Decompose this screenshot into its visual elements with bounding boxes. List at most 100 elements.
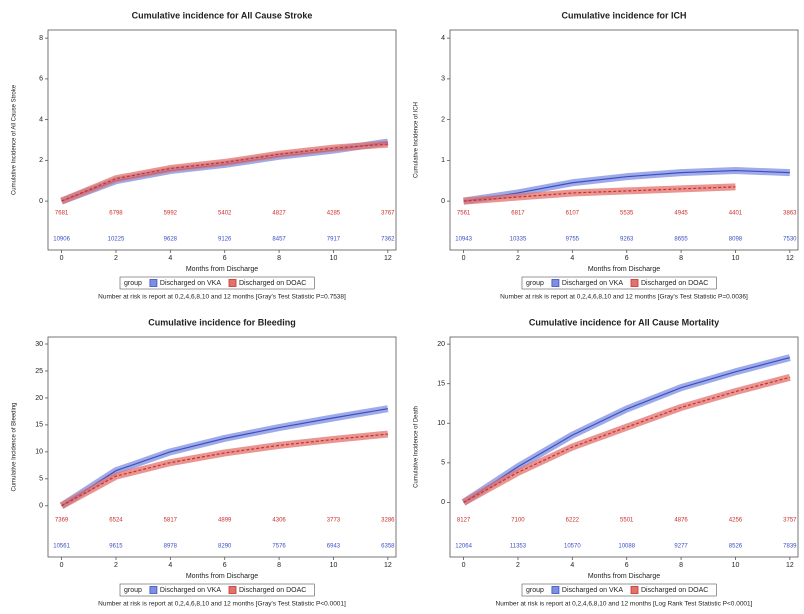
footnote: Number at risk is report at 0,2,4,6,8,10… [98, 601, 346, 608]
y-tick-label: 0 [441, 499, 445, 506]
x-tick-label: 6 [625, 255, 629, 262]
at-risk-count: 9263 [620, 237, 634, 243]
at-risk-count: 6107 [566, 211, 580, 217]
x-tick-label: 4 [570, 255, 574, 262]
at-risk-count: 7369 [55, 518, 69, 524]
legend-swatch [552, 587, 559, 594]
at-risk-count: 4899 [218, 518, 232, 524]
x-tick-label: 0 [462, 255, 466, 262]
at-risk-count: 7576 [272, 544, 286, 550]
x-tick-label: 2 [114, 562, 118, 569]
y-tick-label: 15 [35, 422, 43, 429]
legend-label: Discharged on VKA [562, 280, 623, 287]
x-tick-label: 2 [516, 255, 520, 262]
at-risk-count: 7362 [381, 237, 395, 243]
y-tick-label: 1 [441, 157, 445, 164]
at-risk-count: 10943 [455, 237, 472, 243]
y-tick-label: 2 [441, 116, 445, 123]
x-tick-label: 10 [732, 562, 740, 569]
y-axis-label: Cumulative Incidence of Bleeding [12, 402, 18, 491]
at-risk-count: 7561 [457, 211, 471, 217]
y-tick-label: 15 [437, 381, 445, 388]
y-tick-label: 10 [437, 420, 445, 427]
legend-swatch [150, 280, 157, 287]
at-risk-count: 3767 [381, 211, 395, 217]
x-tick-label: 12 [384, 562, 392, 569]
at-risk-count: 7100 [511, 518, 525, 524]
at-risk-count: 3286 [381, 518, 395, 524]
at-risk-count: 9277 [674, 544, 688, 550]
at-risk-count: 8655 [674, 237, 688, 243]
y-tick-label: 0 [441, 198, 445, 205]
footnote: Number at risk is report at 0,2,4,6,8,10… [98, 294, 346, 301]
at-risk-count: 3863 [783, 211, 797, 217]
at-risk-count: 9755 [566, 237, 580, 243]
legend-label: Discharged on DOAC [641, 280, 708, 287]
legend-label: Discharged on DOAC [239, 280, 306, 287]
legend-title: group [526, 280, 544, 287]
at-risk-count: 5992 [164, 211, 178, 217]
legend-label: Discharged on DOAC [641, 587, 708, 594]
at-risk-count: 5402 [218, 211, 232, 217]
y-tick-label: 8 [39, 35, 43, 42]
y-tick-label: 5 [441, 460, 445, 467]
x-tick-label: 12 [384, 255, 392, 262]
legend-title: group [124, 280, 142, 287]
at-risk-count: 6524 [109, 518, 123, 524]
x-tick-label: 10 [732, 255, 740, 262]
at-risk-count: 4306 [272, 518, 286, 524]
y-tick-label: 25 [35, 368, 43, 375]
at-risk-count: 3773 [327, 518, 341, 524]
at-risk-count: 3757 [783, 518, 797, 524]
at-risk-count: 4401 [729, 211, 743, 217]
at-risk-count: 10570 [564, 544, 581, 550]
at-risk-count: 6222 [566, 518, 580, 524]
at-risk-count: 4827 [272, 211, 286, 217]
x-tick-label: 2 [516, 562, 520, 569]
at-risk-count: 6943 [327, 544, 341, 550]
legend-swatch [150, 587, 157, 594]
at-risk-count: 7917 [327, 237, 341, 243]
at-risk-count: 8290 [218, 544, 232, 550]
x-tick-label: 0 [60, 562, 64, 569]
x-tick-label: 8 [277, 255, 281, 262]
at-risk-count: 6798 [109, 211, 123, 217]
y-tick-label: 10 [35, 449, 43, 456]
at-risk-count: 5501 [620, 518, 634, 524]
y-axis-label: Cumulative Incidence of Death [414, 406, 420, 488]
y-tick-label: 4 [39, 116, 43, 123]
x-tick-label: 0 [462, 562, 466, 569]
y-axis-label: Cumulative Incidence of All Cause Stroke [12, 84, 18, 195]
chart-title: Cumulative incidence for ICH [561, 10, 686, 20]
legend-label: Discharged on VKA [562, 587, 623, 594]
x-axis-label: Months from Discharge [588, 266, 660, 273]
at-risk-count: 5535 [620, 211, 634, 217]
legend-label: Discharged on DOAC [239, 587, 306, 594]
at-risk-count: 8098 [729, 237, 743, 243]
chart-title: Cumulative incidence for All Cause Strok… [132, 10, 313, 20]
at-risk-count: 10335 [510, 237, 527, 243]
legend-swatch [631, 280, 638, 287]
at-risk-count: 5817 [164, 518, 178, 524]
at-risk-count: 4256 [729, 518, 743, 524]
x-tick-label: 12 [786, 255, 794, 262]
footnote: Number at risk is report at 0,2,4,6,8,10… [496, 601, 753, 608]
legend-label: Discharged on VKA [160, 587, 221, 594]
x-axis-label: Months from Discharge [186, 266, 258, 273]
x-tick-label: 4 [168, 255, 172, 262]
y-axis-label: Cumulative Incidence of ICH [414, 102, 420, 178]
y-tick-label: 0 [39, 503, 43, 510]
at-risk-count: 7530 [783, 237, 797, 243]
x-tick-label: 6 [223, 562, 227, 569]
x-tick-label: 8 [277, 562, 281, 569]
x-tick-label: 4 [570, 562, 574, 569]
x-tick-label: 12 [786, 562, 794, 569]
y-tick-label: 30 [35, 341, 43, 348]
legend-swatch [229, 587, 236, 594]
y-tick-label: 6 [39, 76, 43, 83]
x-tick-label: 8 [679, 562, 683, 569]
at-risk-count: 9628 [164, 237, 178, 243]
x-tick-label: 6 [223, 255, 227, 262]
at-risk-count: 10225 [108, 237, 125, 243]
at-risk-count: 10088 [618, 544, 635, 550]
